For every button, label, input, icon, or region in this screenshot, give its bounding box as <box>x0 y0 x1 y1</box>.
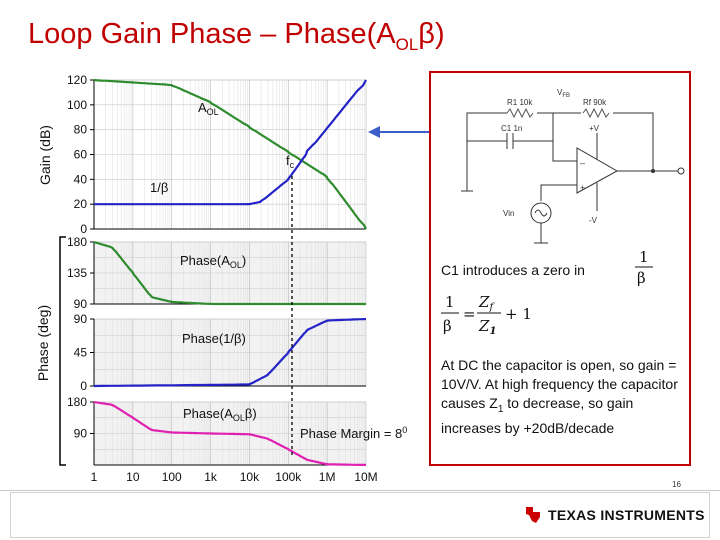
inverse-beta-phase-line <box>93 317 367 388</box>
svg-text:β: β <box>637 269 646 287</box>
y-tick-label: 180 <box>67 235 87 249</box>
texas-state-icon <box>526 507 540 523</box>
explanation-paragraph: At DC the capacitor is open, so gain = 1… <box>441 357 678 436</box>
y-tick-label: 90 <box>74 312 88 326</box>
inverse-beta-gain-line <box>94 79 367 206</box>
plus-v-label: +V <box>589 124 600 133</box>
inverse-beta-fraction: 1 β <box>635 248 653 287</box>
loop-phase-line <box>93 400 367 467</box>
left-bracket <box>59 236 66 466</box>
y-tick-label: 0 <box>80 222 87 236</box>
y-tick-label: 90 <box>74 427 88 441</box>
x-tick-label: 10 <box>126 470 140 484</box>
y-tick-label: 40 <box>74 172 88 186</box>
x-tick-label: 1 <box>91 470 98 484</box>
y-tick-label: 120 <box>67 73 87 87</box>
y-tick-label: 100 <box>67 98 87 112</box>
page-number: 16 <box>672 480 681 489</box>
circuit-diagram: R1 10k C1 1n Rf 90k VFB +V -V – + Vin <box>461 88 685 244</box>
ti-logo: TEXAS INSTRUMENTS <box>524 505 705 525</box>
aol-label: AOL <box>198 100 219 117</box>
y-tick-label: 20 <box>74 197 88 211</box>
fc-label: fc <box>286 153 295 170</box>
pointer-arrow <box>368 126 433 138</box>
slide-title: Loop Gain Phase – Phase(AOLβ) <box>28 18 445 54</box>
vfb-label: VFB <box>557 88 570 99</box>
gain-axis-label: Gain (dB) <box>37 125 53 185</box>
x-tick-label: 1M <box>319 470 336 484</box>
x-tick-label: 100 <box>162 470 182 484</box>
inverse-beta-label: 1/β <box>150 180 168 195</box>
callout-box: R1 10k C1 1n Rf 90k VFB +V -V – + Vin C1… <box>429 71 691 466</box>
svg-text:+ 1: + 1 <box>505 305 532 323</box>
phase-aol-label: Phase(AOL) <box>180 253 246 270</box>
svg-text:Zf: Zf <box>478 293 495 313</box>
svg-text:1: 1 <box>445 293 455 311</box>
phase-loop-label: Phase(AOLβ) <box>183 406 257 423</box>
y-tick-label: 45 <box>74 346 88 360</box>
footer-divider <box>0 490 720 491</box>
phase-axis-label: Phase (deg) <box>35 305 51 381</box>
rf-label: Rf 90k <box>583 98 607 107</box>
zero-text: C1 introduces a zero in <box>441 262 585 278</box>
r1-label: R1 10k <box>507 98 533 107</box>
y-tick-label: 0 <box>80 379 87 393</box>
phase-inverse-beta-label: Phase(1/β) <box>182 331 246 346</box>
opamp-plus-label: + <box>580 183 585 193</box>
aol-gain-line <box>93 78 367 230</box>
x-tick-label: 10M <box>354 470 377 484</box>
svg-text:Z1: Z1 <box>478 317 496 337</box>
svg-text:1: 1 <box>639 248 649 266</box>
y-tick-label: 80 <box>74 123 88 137</box>
c1-label: C1 1n <box>501 124 522 133</box>
y-tick-label: 90 <box>74 297 88 311</box>
y-tick-label: 135 <box>67 266 87 280</box>
aol-phase-line <box>93 240 366 306</box>
gain-equation: 1 β = Zf Z1 + 1 <box>441 293 532 337</box>
footer-bar <box>10 492 710 538</box>
x-tick-label: 10k <box>240 470 260 484</box>
opamp-minus-label: – <box>580 158 585 168</box>
svg-text:β: β <box>443 317 452 335</box>
y-tick-label: 180 <box>67 395 87 409</box>
vin-label: Vin <box>503 209 514 218</box>
ti-logo-text: TEXAS INSTRUMENTS <box>548 507 705 523</box>
x-tick-label: 100k <box>275 470 302 484</box>
minus-v-label: -V <box>589 216 598 225</box>
svg-text:=: = <box>463 305 476 323</box>
x-tick-label: 1k <box>204 470 218 484</box>
y-tick-label: 60 <box>74 148 88 162</box>
phase-margin-label: Phase Margin = 80 <box>300 425 407 441</box>
